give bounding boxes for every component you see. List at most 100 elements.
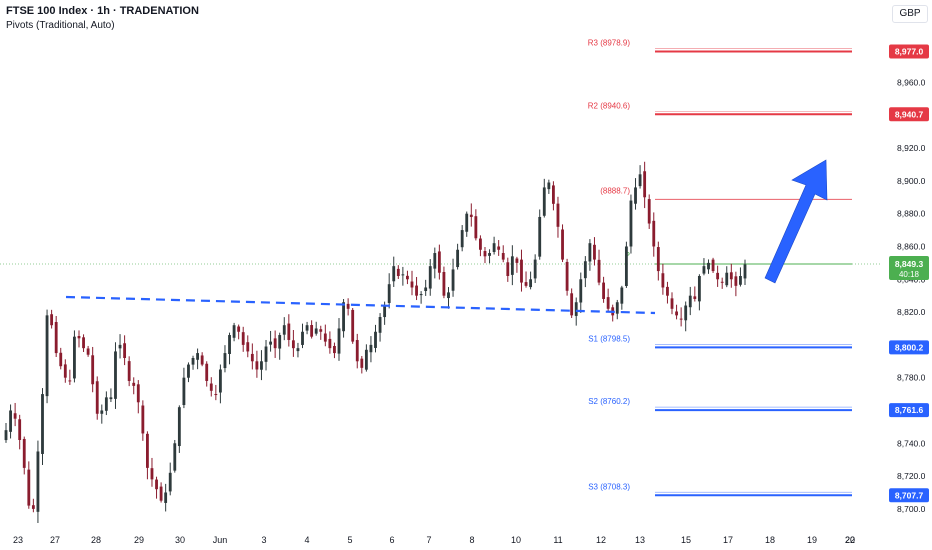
candle [483, 246, 487, 264]
candle-body [410, 281, 414, 288]
candle [716, 265, 720, 287]
candle [410, 270, 414, 296]
pivot-price-tag-text-S2: 8,761.6 [895, 405, 924, 415]
candle [305, 321, 309, 335]
candle [510, 245, 514, 286]
candle [150, 457, 154, 487]
time-tick-label: 29 [134, 535, 144, 545]
candle [456, 243, 460, 270]
candle [602, 276, 606, 303]
candle [679, 307, 683, 327]
candle [656, 241, 660, 281]
candle-body [123, 343, 127, 358]
price-axis: 8,700.08,720.08,740.08,760.08,780.08,800… [889, 44, 929, 514]
candle [524, 271, 528, 288]
pivot-label-R2: R2 (8940.6) [588, 101, 631, 110]
time-tick-label: 6 [389, 535, 394, 545]
price-tick-label: 8,740.0 [897, 438, 926, 448]
candle [27, 461, 31, 509]
candle [323, 324, 327, 347]
candle-body [342, 302, 345, 332]
candle-body [447, 292, 450, 299]
candle-body [250, 353, 254, 362]
pivot-price-tag-text-S1: 8,800.2 [895, 342, 924, 352]
candle-body [707, 262, 710, 270]
candle-body [697, 276, 701, 302]
candle-body [296, 348, 300, 352]
candle [428, 259, 432, 296]
candle [232, 322, 236, 342]
candle [282, 317, 286, 341]
indicator-legend[interactable]: Pivots (Traditional, Auto) [6, 20, 115, 31]
candle-body [241, 332, 245, 345]
candle-body [54, 322, 58, 354]
candle-body [593, 244, 596, 260]
candle [141, 400, 145, 441]
candle-body [729, 272, 733, 280]
candle-body [205, 363, 209, 381]
pivot-label-S3: S3 (8708.3) [588, 482, 630, 491]
candle [570, 288, 574, 319]
candle-body [606, 297, 610, 309]
candle-body [520, 259, 523, 283]
candle [100, 404, 104, 424]
candle-body [91, 355, 95, 385]
price-tick-label: 8,780.0 [897, 373, 926, 383]
candle [520, 249, 523, 292]
candle [73, 330, 76, 383]
candle [442, 266, 446, 299]
pivot-price-tag-text-R3: 8,977.0 [895, 46, 924, 56]
candle [369, 336, 373, 363]
candle [310, 320, 314, 339]
candle-body [720, 281, 724, 283]
candle-body [282, 325, 286, 335]
candle [168, 462, 172, 496]
candle [684, 301, 688, 332]
candle-body [337, 328, 341, 354]
time-tick-label: 4 [304, 535, 309, 545]
candle-body [392, 266, 396, 282]
candle [538, 209, 542, 260]
candle-body [173, 443, 177, 471]
candle [45, 309, 49, 404]
candle-body [355, 340, 359, 362]
candle [620, 285, 624, 310]
candle-body [145, 433, 149, 468]
candle-body [602, 282, 606, 299]
candle [652, 212, 656, 257]
candle-body [18, 419, 22, 440]
candle [720, 277, 724, 289]
candle [661, 263, 665, 295]
candle [688, 286, 692, 316]
last-price-tag [889, 256, 929, 281]
candle-body [456, 249, 460, 268]
candle [579, 272, 583, 313]
candle-body [620, 287, 624, 304]
candle [629, 194, 633, 254]
candle [588, 239, 592, 271]
candle-body [634, 187, 637, 204]
price-tick-label: 8,920.0 [897, 143, 926, 153]
candle [634, 178, 637, 210]
candle [269, 330, 272, 352]
currency-button[interactable]: GBP [892, 5, 928, 23]
symbol-title[interactable]: FTSE 100 Index · 1h · TRADENATION [6, 5, 199, 17]
candle [228, 332, 231, 365]
candle [159, 482, 163, 503]
candle-body [515, 258, 519, 263]
candle-body [4, 430, 8, 441]
candle [218, 364, 222, 404]
candle [515, 256, 519, 273]
candle [647, 194, 651, 229]
pivot-price-tag-S3 [889, 488, 929, 503]
drawings-layer [65, 159, 828, 315]
candle-body [264, 346, 268, 362]
candle [374, 324, 377, 353]
candle [314, 321, 318, 336]
candle [643, 161, 647, 209]
candle [191, 355, 195, 370]
candle [542, 178, 546, 218]
candle-body [164, 492, 168, 503]
